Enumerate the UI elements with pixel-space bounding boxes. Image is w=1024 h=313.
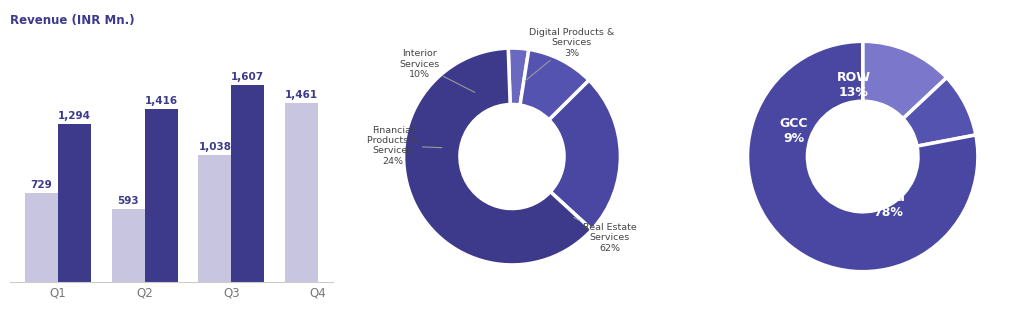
Wedge shape (862, 41, 946, 119)
Bar (199, 155, 231, 282)
Wedge shape (748, 41, 978, 272)
Text: 1,038: 1,038 (199, 142, 231, 152)
Text: 729: 729 (31, 180, 52, 190)
Wedge shape (508, 48, 528, 105)
Text: 1,416: 1,416 (144, 96, 178, 106)
Text: Interior
Services
10%: Interior Services 10% (399, 49, 475, 92)
Bar (144, 109, 177, 282)
Text: 1,607: 1,607 (231, 72, 264, 82)
Bar (112, 209, 144, 282)
Text: 1,461: 1,461 (285, 90, 318, 100)
Text: 593: 593 (118, 196, 139, 206)
Wedge shape (403, 48, 592, 265)
Text: Revenue (INR Mn.): Revenue (INR Mn.) (10, 14, 135, 27)
Text: India
78%: India 78% (870, 191, 905, 219)
Text: Financial
Products &
Services
24%: Financial Products & Services 24% (367, 126, 442, 166)
Bar (25, 193, 58, 282)
Bar (285, 103, 318, 282)
Wedge shape (520, 49, 589, 120)
Text: Real Estate
Services
62%: Real Estate Services 62% (574, 218, 637, 253)
Wedge shape (549, 80, 621, 230)
Bar (231, 85, 264, 282)
Bar (58, 124, 91, 282)
Text: Digital Products &
Services
3%: Digital Products & Services 3% (525, 28, 614, 81)
Wedge shape (903, 78, 976, 146)
Text: GCC
9%: GCC 9% (779, 117, 808, 145)
Text: ROW
13%: ROW 13% (837, 71, 870, 99)
Text: 1,294: 1,294 (57, 110, 91, 121)
